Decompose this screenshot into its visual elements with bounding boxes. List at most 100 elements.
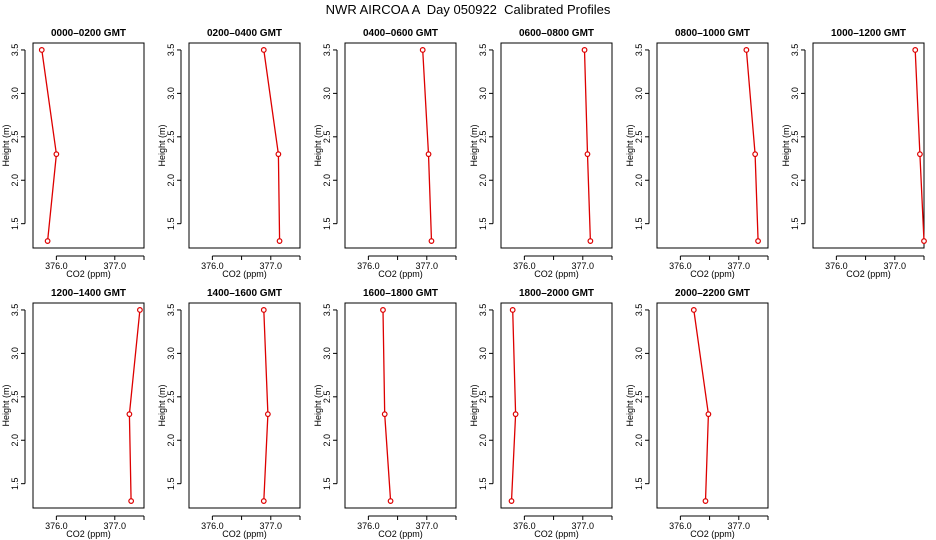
y-tick-label: 2.5 <box>478 131 488 144</box>
y-tick-label: 1.5 <box>166 217 176 230</box>
y-tick-label: 2.5 <box>166 131 176 144</box>
x-tick-label: 377.0 <box>260 261 283 271</box>
panel-title: 0200–0400 GMT <box>207 28 282 39</box>
data-point <box>425 151 432 158</box>
profile-line <box>914 49 925 242</box>
x-tick-label: 376.0 <box>201 521 224 531</box>
y-tick-label: 3.0 <box>634 347 644 360</box>
x-tick-label: 377.0 <box>104 521 127 531</box>
y-tick-label: 3.0 <box>10 347 20 360</box>
x-axis-label: CO2 (ppm) <box>222 269 267 279</box>
plot-frame <box>500 302 613 509</box>
data-point <box>126 411 133 418</box>
plot-frame <box>500 42 613 249</box>
data-point <box>752 151 759 158</box>
y-tick-label: 2.5 <box>166 391 176 404</box>
x-tick-label: 377.0 <box>728 261 751 271</box>
plot-frame <box>32 302 145 509</box>
x-tick-label: 376.0 <box>357 521 380 531</box>
y-tick-label: 3.5 <box>634 304 644 317</box>
y-tick-label: 1.5 <box>10 217 20 230</box>
plot-frame <box>656 42 769 249</box>
y-tick-label: 3.5 <box>10 44 20 57</box>
profile-line <box>510 309 517 502</box>
data-point <box>917 151 923 158</box>
y-tick-label: 2.5 <box>478 391 488 404</box>
y-tick-label: 3.5 <box>166 44 176 57</box>
y-tick-label: 2.0 <box>634 174 644 187</box>
x-tick-label: 376.0 <box>45 521 68 531</box>
y-tick-label: 1.5 <box>634 477 644 490</box>
plot-frame <box>344 302 457 509</box>
data-point <box>755 238 761 244</box>
y-axis-label: Height (m) <box>1 124 11 166</box>
x-axis-label: CO2 (ppm) <box>66 529 111 539</box>
y-tick-label: 2.0 <box>166 174 176 187</box>
y-tick-label: 2.0 <box>322 174 332 187</box>
y-tick-label: 1.5 <box>790 217 800 230</box>
x-tick-label: 376.0 <box>201 261 224 271</box>
y-tick-label: 3.0 <box>322 347 332 360</box>
panel-title: 1600–1800 GMT <box>363 288 438 299</box>
y-tick-label: 3.0 <box>166 347 176 360</box>
y-tick-label: 3.5 <box>10 304 20 317</box>
data-point <box>587 238 594 244</box>
x-axis-label: CO2 (ppm) <box>222 529 267 539</box>
data-point <box>584 151 591 158</box>
profile-line <box>382 309 392 502</box>
x-axis-label: CO2 (ppm) <box>846 269 891 279</box>
y-axis-label: Height (m) <box>469 384 479 426</box>
data-point <box>912 47 919 53</box>
x-axis-label: CO2 (ppm) <box>534 269 579 279</box>
data-point <box>380 307 386 313</box>
x-tick-label: 377.0 <box>416 261 439 271</box>
data-point <box>419 47 426 53</box>
data-point <box>508 498 515 504</box>
y-tick-label: 3.5 <box>322 304 332 317</box>
y-tick-label: 1.5 <box>322 477 332 490</box>
x-tick-label: 376.0 <box>45 261 68 271</box>
plot-frame <box>344 42 457 249</box>
y-tick-label: 3.0 <box>166 87 176 100</box>
data-point <box>260 307 267 313</box>
x-tick-label: 377.0 <box>572 261 595 271</box>
y-tick-label: 1.5 <box>634 217 644 230</box>
profile-line <box>41 49 58 242</box>
y-tick-label: 2.5 <box>322 131 332 144</box>
data-point <box>381 411 388 418</box>
profile-line <box>128 309 141 502</box>
data-point <box>260 498 267 504</box>
y-tick-label: 3.0 <box>322 87 332 100</box>
y-tick-label: 2.5 <box>790 131 800 144</box>
data-point <box>690 307 697 313</box>
panel-title: 0800–1000 GMT <box>675 28 750 39</box>
y-tick-label: 3.5 <box>322 44 332 57</box>
x-axis-label: CO2 (ppm) <box>378 529 423 539</box>
panel-title: 1800–2000 GMT <box>519 288 594 299</box>
x-tick-label: 377.0 <box>416 521 439 531</box>
data-point <box>705 411 712 418</box>
x-tick-label: 376.0 <box>669 521 692 531</box>
plot-frame <box>188 302 301 509</box>
y-axis-label: Height (m) <box>625 384 635 426</box>
y-tick-label: 3.5 <box>166 304 176 317</box>
y-tick-label: 3.0 <box>790 87 800 100</box>
data-point <box>275 151 282 158</box>
y-tick-label: 2.5 <box>634 391 644 404</box>
x-tick-label: 377.0 <box>572 521 595 531</box>
profile-line <box>693 309 710 502</box>
x-tick-label: 377.0 <box>104 261 127 271</box>
x-tick-label: 376.0 <box>357 261 380 271</box>
y-tick-label: 1.5 <box>478 217 488 230</box>
y-tick-label: 2.5 <box>322 391 332 404</box>
y-tick-label: 2.0 <box>322 434 332 447</box>
y-axis-label: Height (m) <box>1 384 11 426</box>
data-point <box>137 307 143 313</box>
y-axis-label: Height (m) <box>313 124 323 166</box>
